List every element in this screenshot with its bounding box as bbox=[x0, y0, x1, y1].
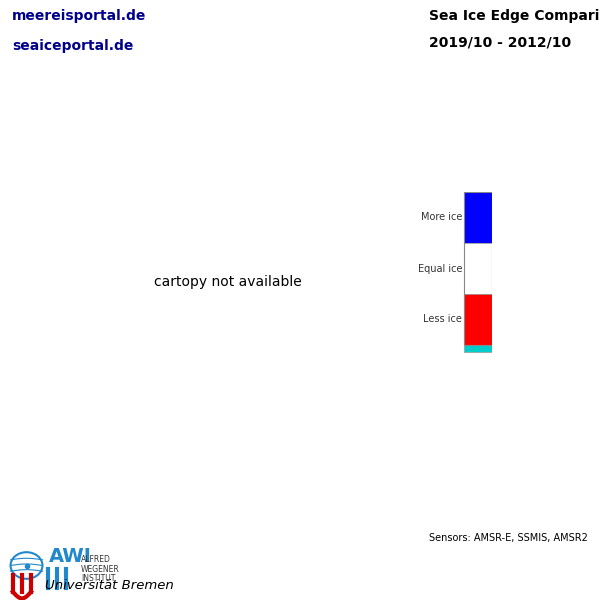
Text: meereisportal.de: meereisportal.de bbox=[12, 9, 146, 23]
Text: ALFRED: ALFRED bbox=[81, 556, 111, 564]
Text: Equal ice: Equal ice bbox=[418, 263, 462, 274]
Text: seaiceportal.de: seaiceportal.de bbox=[12, 39, 133, 53]
Text: AWI: AWI bbox=[49, 547, 92, 565]
Text: Sensors: AMSR-E, SSMIS, AMSR2: Sensors: AMSR-E, SSMIS, AMSR2 bbox=[429, 533, 588, 543]
Bar bbox=[464, 345, 492, 352]
Text: cartopy not available: cartopy not available bbox=[154, 275, 302, 289]
Text: INSTITUT: INSTITUT bbox=[81, 574, 116, 583]
Bar bbox=[464, 243, 492, 294]
Text: Sea Ice Edge Comparison: Sea Ice Edge Comparison bbox=[429, 9, 600, 23]
Text: More ice: More ice bbox=[421, 212, 462, 223]
Bar bbox=[464, 192, 492, 243]
Bar bbox=[464, 294, 492, 345]
Text: Universität Bremen: Universität Bremen bbox=[45, 578, 173, 592]
Bar bbox=[464, 192, 492, 345]
Text: Less ice: Less ice bbox=[424, 314, 462, 325]
Text: 2019/10 - 2012/10: 2019/10 - 2012/10 bbox=[429, 36, 571, 50]
Text: WEGENER: WEGENER bbox=[81, 565, 120, 574]
